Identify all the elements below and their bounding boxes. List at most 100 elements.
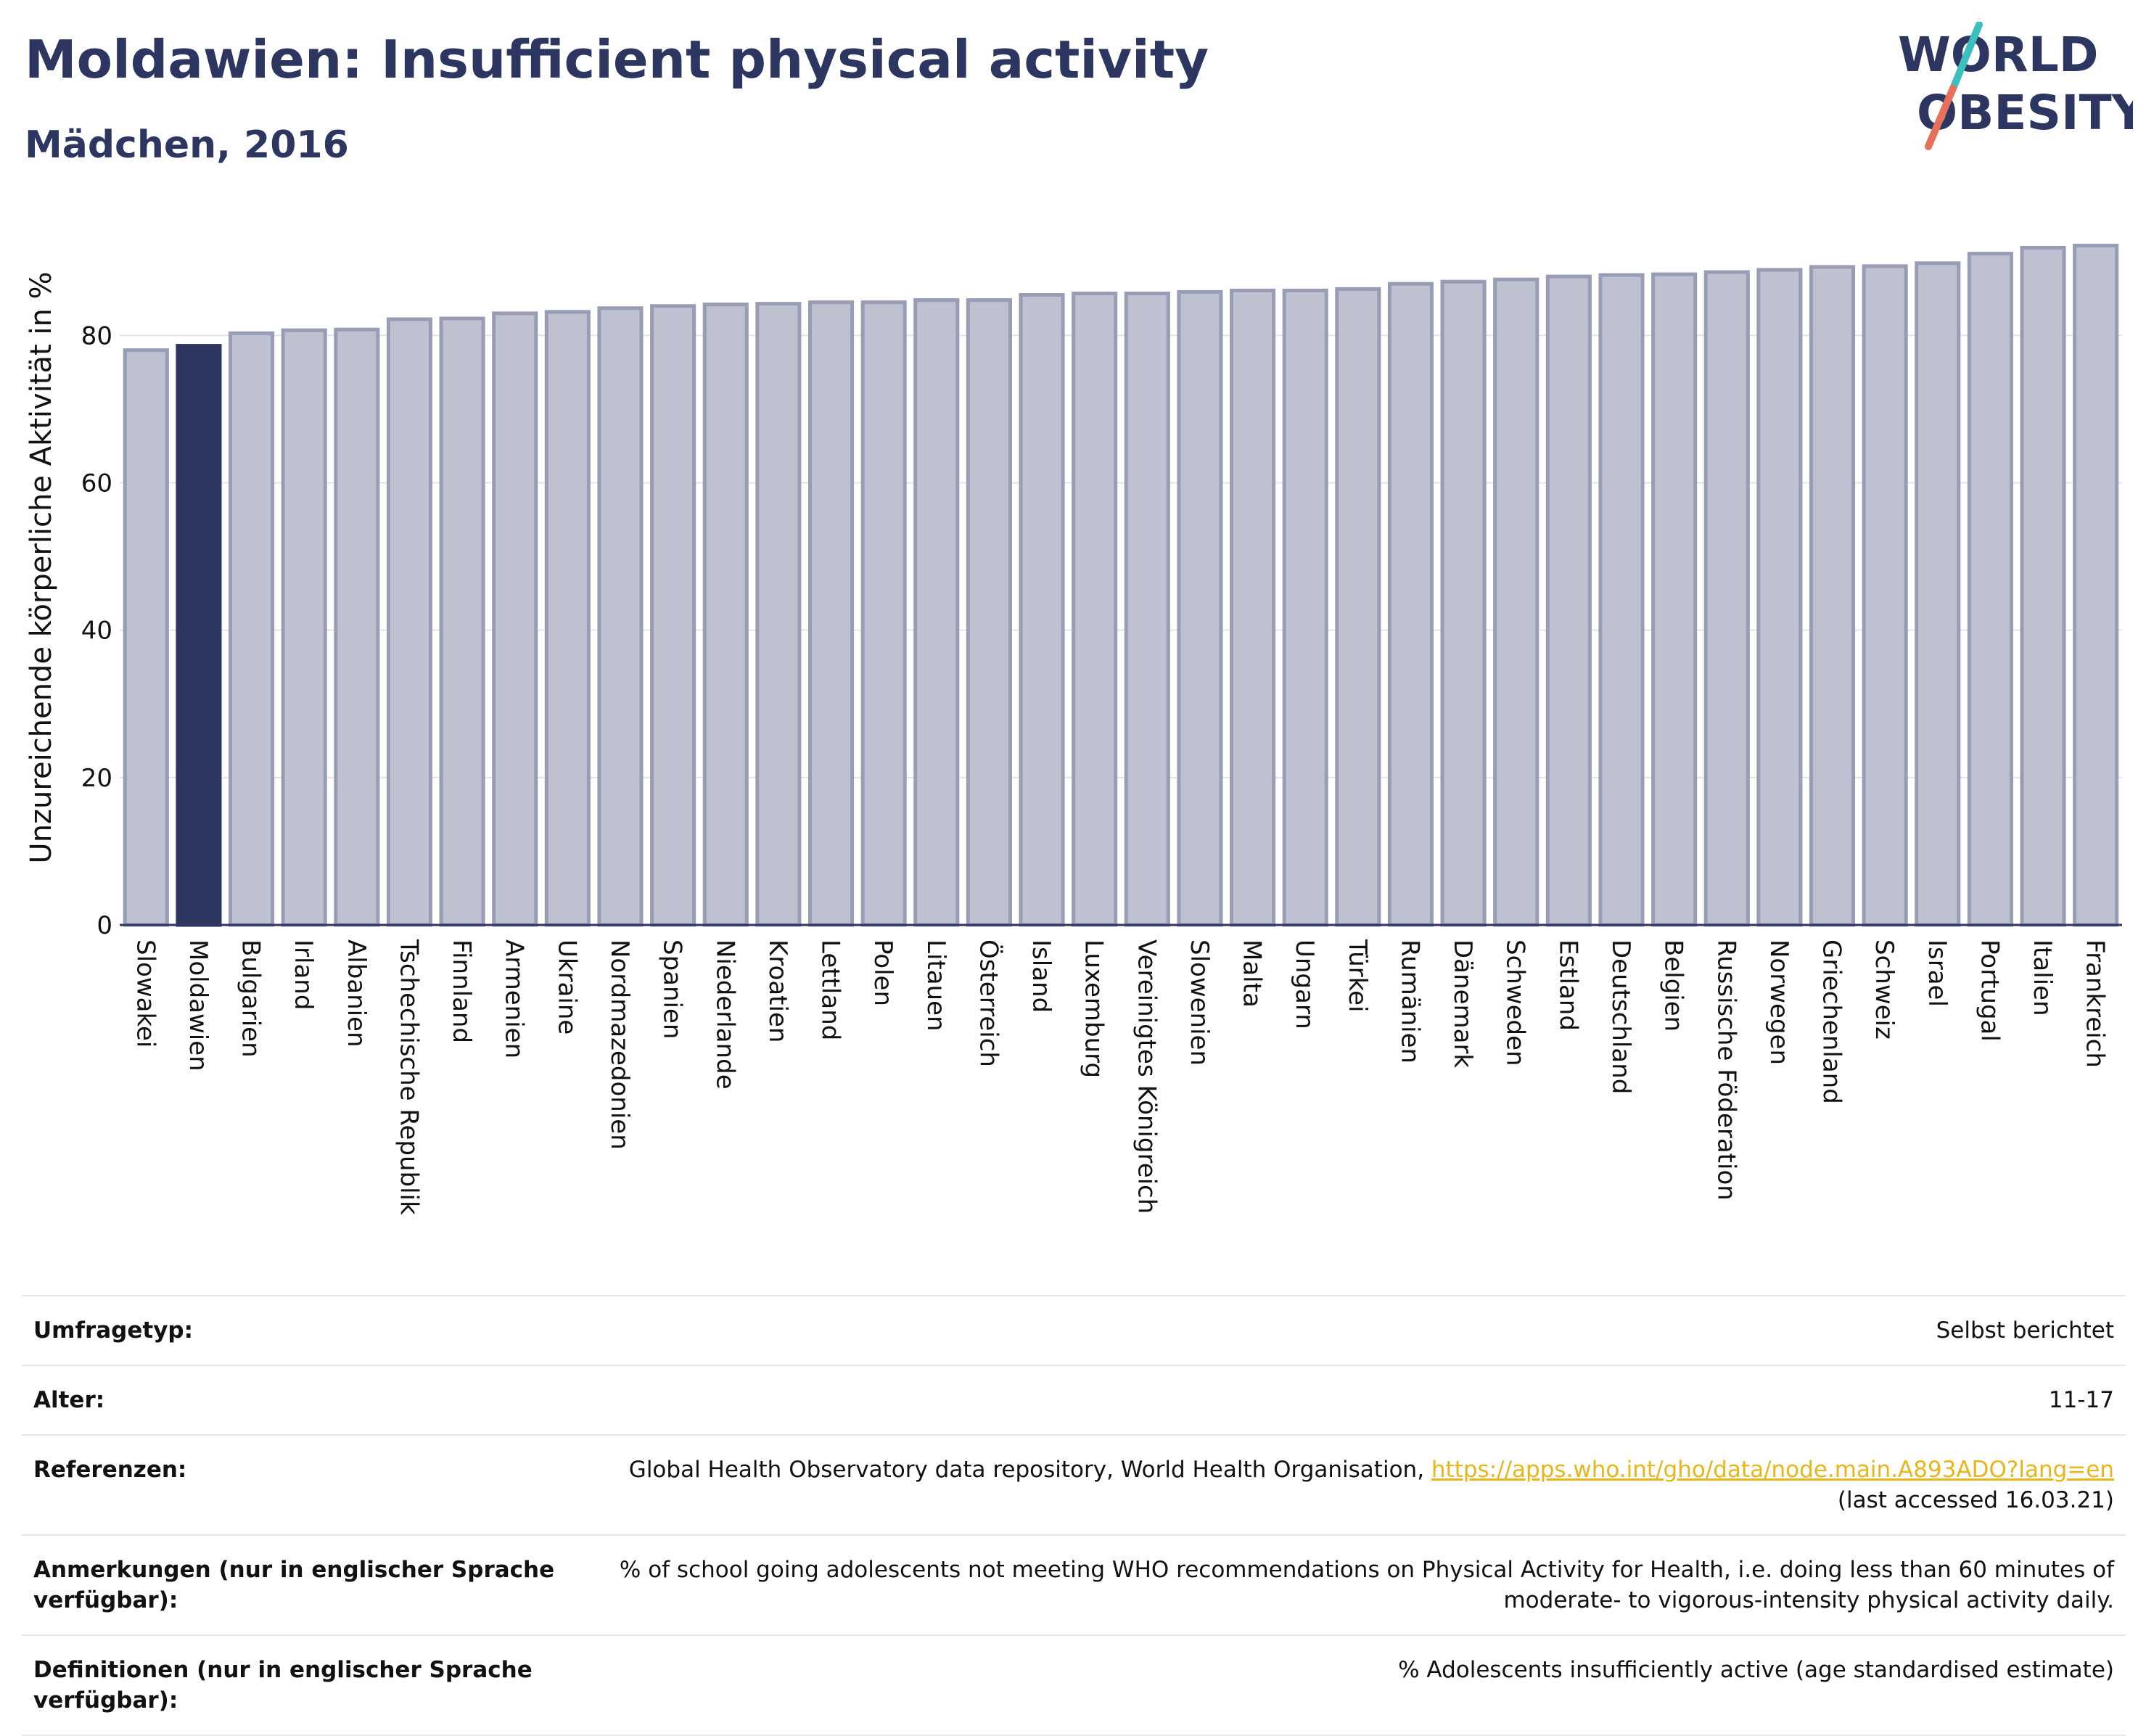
meta-value-survey-type: Selbst berichtet <box>1936 1317 2114 1344</box>
bar <box>1545 274 1592 927</box>
world-obesity-logo: WORLD OBESITY <box>1898 22 2133 150</box>
bar <box>807 300 855 927</box>
y-tick-label: 0 <box>96 911 112 940</box>
logo-slash-top <box>1949 22 1983 92</box>
x-tick-label: Schweiz <box>1870 939 1899 1040</box>
y-tick-label: 40 <box>81 617 112 646</box>
meta-row-survey-type: Umfragetyp: Selbst berichtet <box>22 1296 2126 1365</box>
bar <box>650 304 696 927</box>
bar <box>439 316 485 927</box>
meta-key-definitions: Definitionen (nur in englischer Sprache … <box>33 1657 533 1714</box>
bar <box>281 328 327 927</box>
bar <box>1651 272 1698 927</box>
y-tick-label: 60 <box>81 469 112 498</box>
x-tick-label: Estland <box>1553 939 1582 1031</box>
bar <box>755 302 802 927</box>
reference-accessed-text: (last accessed 16.03.21) <box>1837 1487 2114 1513</box>
x-tick-label: Lettland <box>816 939 845 1040</box>
meta-value-notes: % of school going adolescents not meetin… <box>619 1557 2114 1613</box>
meta-key-references: Referenzen: <box>33 1457 187 1483</box>
page-subtitle: Mädchen, 2016 <box>25 123 349 167</box>
x-tick-label: Deutschland <box>1606 939 1635 1094</box>
x-tick-label: Irland <box>289 939 318 1010</box>
bar <box>860 300 907 927</box>
bar <box>702 303 749 927</box>
bar <box>597 306 644 927</box>
x-tick-label: Slowakei <box>131 939 160 1048</box>
metadata-table: Umfragetyp: Selbst berichtet Alter: 11-1… <box>22 1295 2126 1736</box>
bar <box>1387 281 1434 927</box>
bar <box>1282 288 1328 927</box>
x-tick-label: Frankreich <box>2081 939 2110 1068</box>
bar <box>1862 264 1908 927</box>
x-tick-label: Russische Föderation <box>1711 939 1740 1201</box>
bar <box>123 348 169 927</box>
bar <box>1440 279 1487 927</box>
x-tick-label: Finnland <box>447 939 476 1043</box>
x-tick-label: Italien <box>2028 939 2057 1016</box>
x-tick-label: Niederlande <box>710 939 739 1090</box>
bar <box>1967 252 2013 927</box>
bar <box>1703 270 1750 927</box>
y-axis-label: Unzureichende körperliche Aktivität in % <box>25 271 58 863</box>
x-tick-label: Island <box>1027 939 1056 1013</box>
meta-row-notes: Anmerkungen (nur in englischer Sprache v… <box>22 1535 2126 1635</box>
x-tick-label: Malta <box>1238 939 1267 1008</box>
bar <box>1335 287 1381 927</box>
page-title: Moldawien: Insufficient physical activit… <box>25 29 1209 90</box>
x-tick-label: Spanien <box>658 939 687 1039</box>
meta-key-survey-type: Umfragetyp: <box>33 1317 193 1344</box>
bar <box>1809 265 1856 927</box>
x-tick-label: Tschechische Republik <box>394 939 423 1215</box>
x-tick-label: Albanien <box>342 939 371 1048</box>
x-tick-label: Polen <box>868 939 897 1006</box>
bar <box>1493 277 1539 927</box>
meta-row-age: Alter: 11-17 <box>22 1365 2126 1435</box>
bar <box>1598 273 1645 927</box>
x-tick-label: Bulgarien <box>237 939 266 1058</box>
meta-key-notes: Anmerkungen (nur in englischer Sprache v… <box>33 1557 555 1613</box>
bar <box>1124 291 1170 927</box>
bar <box>913 298 960 927</box>
x-tick-label: Moldawien <box>184 939 213 1071</box>
bar <box>1230 288 1276 927</box>
x-tick-label: Armenien <box>500 939 529 1058</box>
x-tick-label: Türkei <box>1343 939 1372 1012</box>
bar <box>1177 289 1223 927</box>
y-tick-label: 20 <box>81 764 112 793</box>
bar <box>1915 261 1961 927</box>
x-tick-label: Israel <box>1923 939 1952 1007</box>
x-tick-label: Rumänien <box>1395 939 1424 1064</box>
x-tick-label: Kroatien <box>763 939 792 1042</box>
meta-value-age: 11-17 <box>2048 1387 2114 1413</box>
x-tick-label: Belgien <box>1659 939 1688 1032</box>
x-tick-label: Luxemburg <box>1080 939 1109 1078</box>
bar <box>334 327 380 927</box>
x-tick-label: Schweden <box>1501 939 1530 1066</box>
bar <box>966 298 1012 927</box>
bar-highlighted <box>176 344 222 927</box>
x-tick-label: Ungarn <box>1290 939 1319 1029</box>
meta-value-definitions: % Adolescents insufficiently active (age… <box>1398 1657 2114 1683</box>
bar <box>386 317 433 927</box>
x-tick-label: Dänemark <box>1448 939 1477 1068</box>
x-tick-label: Griechenland <box>1817 939 1846 1104</box>
bar <box>492 311 538 927</box>
bar-chart: 0 20 40 60 80 Slowakei Moldawien Bulgarien Irlan… <box>25 243 2122 1215</box>
x-tick-label: Ukraine <box>552 939 581 1034</box>
meta-row-definitions: Definitionen (nur in englischer Sprache … <box>22 1635 2126 1735</box>
bar <box>1756 268 1803 927</box>
x-tick-label: Portugal <box>1975 939 2004 1042</box>
meta-value-references: Global Health Observatory data repositor… <box>567 1435 2126 1535</box>
reference-source-text: Global Health Observatory data repositor… <box>628 1457 1425 1483</box>
bar <box>2020 245 2066 927</box>
meta-key-age: Alter: <box>33 1387 105 1413</box>
bar <box>2073 243 2119 927</box>
logo-slash-bottom <box>1925 85 1957 150</box>
bar <box>1072 291 1118 927</box>
x-tick-label: Litauen <box>921 939 950 1032</box>
bar <box>229 331 275 927</box>
logo-word-world: WORLD <box>1898 27 2099 83</box>
reference-link[interactable]: https://apps.who.int/gho/data/node.main.… <box>1431 1457 2114 1483</box>
y-tick-label: 80 <box>81 321 112 350</box>
